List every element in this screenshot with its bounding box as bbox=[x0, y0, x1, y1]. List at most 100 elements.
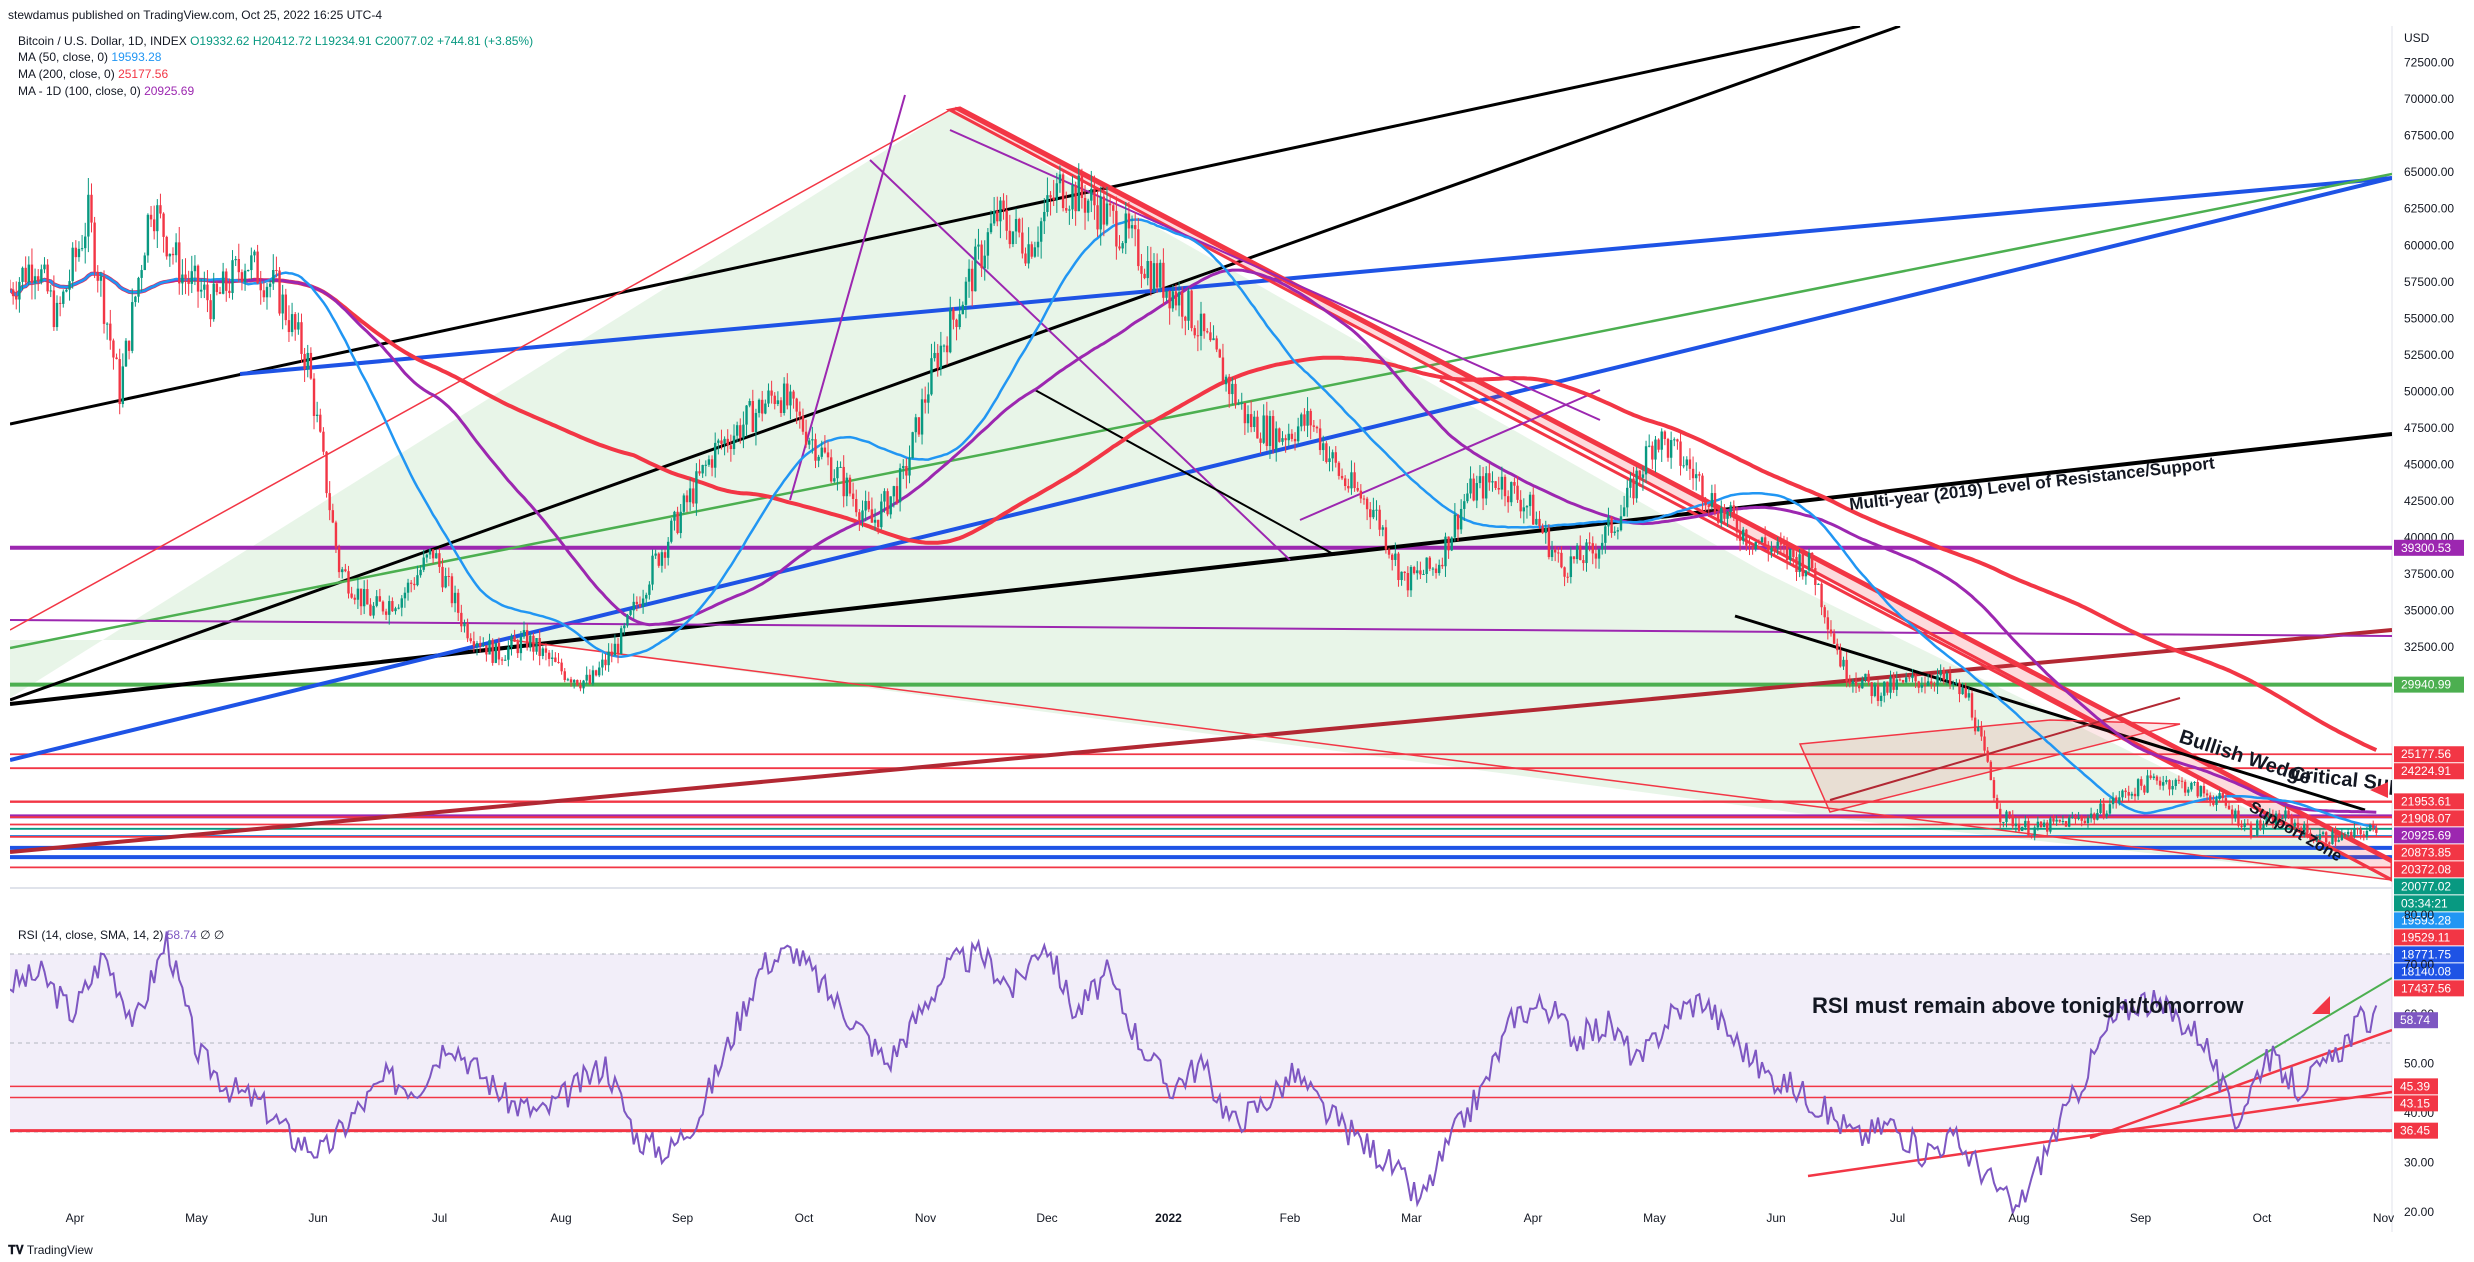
rsi-tick-label: 80.00 bbox=[2404, 908, 2434, 922]
candle-body bbox=[1080, 175, 1084, 198]
price-axis[interactable]: 72500.00 70000.00 67500.00 65000.00 62500.00… bbox=[2394, 56, 2464, 997]
candle-body bbox=[413, 583, 416, 586]
candle-body bbox=[1115, 210, 1118, 247]
candle-body bbox=[1626, 487, 1629, 508]
candle-body bbox=[895, 486, 899, 503]
candle-body bbox=[1322, 443, 1325, 451]
candle-body bbox=[369, 604, 372, 616]
candle-body bbox=[1281, 438, 1284, 442]
candle-body bbox=[2005, 811, 2008, 822]
candle-body bbox=[1748, 545, 1751, 547]
price-level-badge bbox=[2394, 912, 2464, 929]
candle-body bbox=[24, 267, 27, 283]
candle-body bbox=[1121, 243, 1124, 249]
candle-body bbox=[1735, 516, 1739, 533]
candle-body bbox=[1851, 680, 1855, 684]
candle-body bbox=[1870, 682, 1873, 697]
candle-body bbox=[2052, 818, 2055, 822]
candle-body bbox=[1682, 465, 1685, 467]
rsi-drawings: RSI must remain above tonight/tomorrow bbox=[10, 931, 2392, 1217]
candle-body bbox=[1237, 403, 1240, 405]
candle-body bbox=[1381, 527, 1384, 530]
candle-body bbox=[425, 554, 429, 558]
candle-body bbox=[1240, 402, 1243, 404]
candle-body bbox=[1723, 507, 1726, 519]
candle-body bbox=[1174, 291, 1178, 306]
candle-body bbox=[1839, 650, 1842, 667]
candle-body bbox=[2108, 804, 2112, 814]
rsi-axis[interactable]: 80.0070.0060.0050.0040.0030.0020.0058.74… bbox=[2394, 908, 2438, 1219]
candle-body bbox=[1613, 531, 1616, 533]
candle-body bbox=[761, 399, 764, 414]
candle-body bbox=[2158, 780, 2162, 786]
ma100-legend[interactable]: MA - 1D (100, close, 0) 20925.69 bbox=[18, 84, 194, 98]
ma200-legend[interactable]: MA (200, close, 0) 25177.56 bbox=[18, 67, 168, 81]
rsi-level-badge bbox=[2394, 1122, 2438, 1139]
candle-body bbox=[1043, 211, 1046, 222]
candle-body bbox=[1569, 556, 1573, 578]
candle-body bbox=[1253, 416, 1256, 428]
symbol-legend[interactable]: Bitcoin / U.S. Dollar, 1D, INDEX O19332.… bbox=[18, 34, 533, 48]
candle-body bbox=[645, 594, 648, 599]
candle-body bbox=[203, 284, 206, 290]
candle-body bbox=[1641, 474, 1645, 478]
candle-body bbox=[475, 643, 479, 647]
candle-body bbox=[315, 414, 319, 417]
candle-body bbox=[682, 495, 686, 512]
candle-body bbox=[1343, 478, 1347, 487]
price-tick-label: 35000.00 bbox=[2404, 604, 2454, 618]
candle-body bbox=[1268, 416, 1272, 447]
candle-body bbox=[55, 302, 59, 328]
candle-body bbox=[1318, 428, 1322, 451]
candle-body bbox=[456, 592, 460, 613]
candle-body bbox=[1889, 676, 1892, 693]
candle-body bbox=[1488, 473, 1491, 483]
tradingview-logo[interactable]: 𝐓𝐕 TradingView bbox=[8, 1243, 93, 1258]
candle-body bbox=[2299, 827, 2303, 836]
candle-body bbox=[1691, 468, 1695, 479]
candle-body bbox=[1187, 290, 1190, 321]
candle-body bbox=[52, 290, 56, 328]
candle-body bbox=[10, 289, 12, 291]
time-axis[interactable]: Apr May Jun Jul Aug Sep Oct Nov Dec 2022 Feb Mar Apr… bbox=[66, 1211, 2395, 1225]
candle-body bbox=[1315, 426, 1319, 429]
candle-body bbox=[742, 424, 745, 438]
rsi-level-badge bbox=[2394, 1012, 2438, 1029]
rsi-legend[interactable]: RSI (14, close, SMA, 14, 2) 58.74 ∅ ∅ bbox=[18, 928, 224, 942]
candle-body bbox=[1362, 498, 1366, 500]
candle-body bbox=[525, 630, 529, 648]
candle-body bbox=[1673, 439, 1676, 441]
price-level-badge bbox=[2394, 827, 2464, 844]
candle-body bbox=[1005, 210, 1008, 231]
candle-body bbox=[482, 645, 485, 647]
candle-body bbox=[2058, 819, 2061, 822]
candle-body bbox=[2215, 798, 2218, 805]
candle-body bbox=[833, 478, 836, 482]
candle-body bbox=[1293, 438, 1297, 442]
candle-body bbox=[886, 491, 889, 515]
candle-body bbox=[1629, 478, 1632, 488]
candle-body bbox=[2049, 818, 2052, 832]
rsi-pane[interactable] bbox=[10, 900, 2392, 1232]
purple-down-2 bbox=[949, 129, 1601, 421]
candle-body bbox=[18, 281, 21, 300]
ma100-label: MA - 1D (100, close, 0) bbox=[18, 84, 141, 98]
horizontal-levels bbox=[10, 545, 2392, 869]
candle-body bbox=[1212, 338, 1215, 341]
candle-body bbox=[1685, 459, 1689, 466]
rsi-level-value: 58.74 bbox=[2400, 1013, 2430, 1027]
candle-body bbox=[1970, 693, 1974, 718]
candle-body bbox=[930, 358, 933, 395]
candle-body bbox=[977, 244, 980, 247]
candle-body bbox=[62, 291, 65, 304]
price-level-value: 18140.08 bbox=[2401, 964, 2451, 978]
candle-body bbox=[588, 674, 592, 684]
candle-body bbox=[2306, 824, 2309, 833]
candle-body bbox=[616, 643, 620, 654]
price-tick-label: 55000.00 bbox=[2404, 311, 2454, 325]
candle-body bbox=[1585, 542, 1588, 564]
ma50-legend[interactable]: MA (50, close, 0) 19593.28 bbox=[18, 50, 161, 64]
candle-body bbox=[15, 296, 18, 300]
candle-body bbox=[488, 639, 491, 655]
